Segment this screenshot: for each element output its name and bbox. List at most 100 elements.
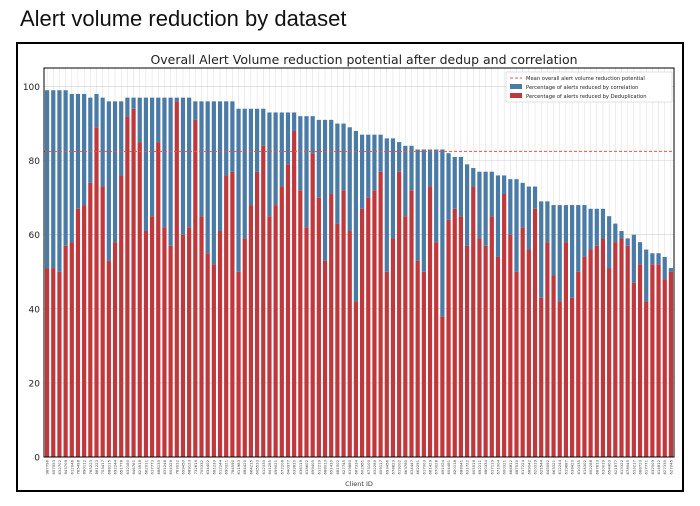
bar-correlation: [205, 101, 210, 254]
x-tick-label: 633810: [292, 459, 297, 474]
bar-deduplication: [57, 271, 62, 457]
bar-correlation: [211, 101, 216, 265]
bar-correlation: [384, 138, 389, 272]
plot-background: [44, 68, 674, 457]
bar-deduplication: [403, 216, 408, 457]
x-tick-label: 784590: [230, 459, 235, 474]
bar-correlation: [619, 231, 624, 239]
bar-deduplication: [193, 119, 198, 457]
legend-label-mean: Mean overall alert volume reduction pote…: [526, 76, 645, 82]
x-tick-label: 621877: [613, 459, 618, 474]
bar-deduplication: [63, 245, 68, 457]
bar-deduplication: [149, 216, 155, 457]
bar-correlation: [162, 97, 167, 228]
bar-deduplication: [137, 142, 142, 457]
bar-deduplication: [662, 279, 667, 457]
bar-deduplication: [359, 208, 365, 457]
x-tick-label: 651778: [119, 459, 124, 474]
bar-correlation: [545, 201, 550, 243]
x-tick-label: 699021: [273, 459, 278, 474]
bar-correlation: [335, 123, 340, 224]
bar-deduplication: [631, 282, 636, 457]
bar-deduplication: [267, 216, 272, 457]
bar-correlation: [193, 101, 198, 120]
x-tick-label: 636119: [298, 459, 303, 474]
bar-correlation: [106, 101, 111, 261]
bar-correlation: [471, 168, 476, 187]
bar-correlation: [131, 97, 136, 109]
bar-deduplication: [119, 175, 124, 457]
bar-correlation: [353, 130, 359, 302]
bar-correlation: [88, 97, 93, 183]
y-tick-label: 60: [29, 231, 41, 241]
bar-deduplication: [94, 127, 99, 458]
x-tick-label: 602951: [360, 459, 365, 474]
x-tick-label: 663321: [551, 459, 556, 474]
x-tick-label: 987796: [45, 459, 50, 474]
x-tick-label: 666812: [508, 459, 513, 474]
bar-deduplication: [409, 190, 414, 457]
bar-deduplication: [563, 242, 569, 457]
bar-deduplication: [464, 245, 470, 457]
x-tick-label: 619202: [397, 459, 402, 474]
slide-title: Alert volume reduction by dataset: [20, 6, 347, 31]
x-axis-label: Client ID: [345, 480, 373, 488]
bar-deduplication: [514, 271, 519, 457]
bar-correlation: [668, 268, 674, 272]
bar-deduplication: [427, 186, 433, 458]
bar-correlation: [440, 149, 445, 317]
x-tick-label: 640977: [285, 459, 290, 474]
y-tick-label: 100: [23, 83, 40, 93]
bar-deduplication: [168, 245, 173, 457]
x-tick-label: 602288: [588, 459, 593, 474]
bar-correlation: [477, 171, 482, 239]
bar-correlation: [168, 97, 173, 246]
bar-correlation: [656, 253, 661, 265]
bar-deduplication: [576, 271, 581, 457]
chart-title: Overall Alert Volume reduction potential…: [150, 52, 577, 67]
bar-deduplication: [477, 238, 482, 457]
bar-deduplication: [526, 249, 531, 457]
bar-correlation: [199, 101, 204, 217]
bar-deduplication: [125, 116, 130, 458]
x-tick-label: 605519: [471, 459, 476, 474]
bar-correlation: [174, 97, 179, 102]
bar-deduplication: [341, 190, 346, 457]
bar-correlation: [94, 93, 99, 128]
bar-correlation: [427, 149, 433, 187]
bar-correlation: [644, 249, 649, 302]
x-tick-label: 617224: [520, 459, 525, 474]
bar-correlation: [254, 108, 260, 172]
x-tick-label: 632280: [372, 459, 377, 474]
bar-correlation: [100, 97, 105, 187]
x-tick-label: 687530: [514, 459, 519, 474]
bar-deduplication: [285, 164, 291, 458]
bar-correlation: [600, 208, 606, 239]
bar-deduplication: [316, 197, 321, 457]
bar-correlation: [625, 238, 630, 246]
x-tick-label: 680334: [483, 459, 488, 474]
plot-area: 0 20 40 60 80 100 987796 657553 632702 843709 6120…: [23, 67, 675, 488]
bar-deduplication: [112, 242, 118, 457]
bar-correlation: [112, 101, 118, 243]
bar-deduplication: [520, 227, 525, 457]
bar-correlation: [390, 138, 396, 239]
bar-deduplication: [100, 186, 105, 458]
bar-deduplication: [205, 253, 210, 457]
bar-correlation: [44, 90, 50, 269]
bar-deduplication: [390, 238, 396, 457]
bar-correlation: [452, 156, 457, 209]
x-tick-label: 651430: [329, 459, 334, 474]
bar-correlation: [119, 101, 124, 176]
bar-correlation: [569, 205, 575, 298]
bar-correlation: [409, 145, 414, 191]
bar-deduplication: [656, 264, 661, 457]
bar-deduplication: [44, 268, 50, 457]
x-tick-label: 632702: [57, 459, 62, 474]
bar-deduplication: [502, 193, 507, 457]
x-tick-label: 619887: [563, 459, 568, 474]
x-tick-label: 688115: [106, 459, 111, 474]
bar-correlation: [242, 108, 247, 239]
chart-frame: Overall Alert Volume reduction potential…: [16, 42, 684, 492]
x-tick-label: 623918: [137, 459, 142, 474]
